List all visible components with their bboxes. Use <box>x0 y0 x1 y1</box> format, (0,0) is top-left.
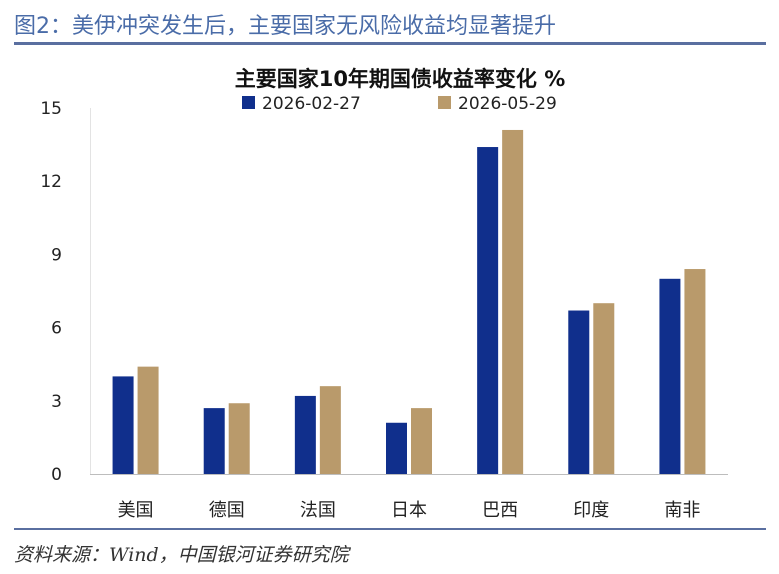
legend-label-2: 2026-05-29 <box>458 94 557 114</box>
x-tick-label: 美国 <box>118 500 154 521</box>
legend-swatch-2 <box>438 96 451 109</box>
x-tick-label: 印度 <box>573 500 609 521</box>
legend-label-1: 2026-02-27 <box>262 94 361 114</box>
bottom-divider <box>14 528 766 530</box>
y-tick-label: 0 <box>51 465 62 485</box>
y-axis: 0 3 6 9 12 15 <box>40 99 62 485</box>
bar-法国-series-2 <box>319 386 341 474</box>
bar-法国-series-1 <box>294 395 316 474</box>
bar-日本-series-1 <box>386 422 407 474</box>
bar-美国-series-2 <box>137 366 159 474</box>
x-axis: 美国 德国 法国 日本 巴西 印度 南非 <box>90 108 728 521</box>
bar-印度-series-2 <box>593 303 615 474</box>
x-tick-label: 德国 <box>209 500 245 521</box>
x-tick-label: 巴西 <box>482 500 518 521</box>
bar-德国-series-2 <box>228 403 250 474</box>
y-tick-label: 15 <box>40 99 62 119</box>
bar-南非-series-1 <box>659 278 681 474</box>
bar-德国-series-1 <box>203 408 225 474</box>
bar-印度-series-1 <box>568 310 590 474</box>
bar-美国-series-1 <box>112 376 134 474</box>
bar-南非-series-2 <box>684 269 706 474</box>
bar-巴西-series-2 <box>502 129 524 474</box>
y-tick-label: 6 <box>51 319 62 339</box>
x-tick-label: 南非 <box>664 500 700 521</box>
chart-title: 主要国家10年期国债收益率变化 % <box>235 67 566 91</box>
figure-title: 图2：美伊冲突发生后，主要国家无风险收益均显著提升 <box>14 14 556 39</box>
source-note: 资料来源：Wind，中国银河证券研究院 <box>14 544 349 566</box>
y-tick-label: 12 <box>40 172 62 192</box>
top-divider <box>14 42 766 45</box>
bar-巴西-series-1 <box>477 147 499 475</box>
legend-swatch-1 <box>242 96 255 109</box>
bar-日本-series-2 <box>411 408 432 474</box>
y-tick-label: 9 <box>51 245 62 265</box>
y-tick-label: 3 <box>51 392 62 412</box>
legend: 2026-02-27 2026-05-29 <box>242 94 557 114</box>
x-tick-label: 日本 <box>391 500 427 521</box>
bars <box>112 129 706 475</box>
x-tick-label: 法国 <box>300 500 336 521</box>
